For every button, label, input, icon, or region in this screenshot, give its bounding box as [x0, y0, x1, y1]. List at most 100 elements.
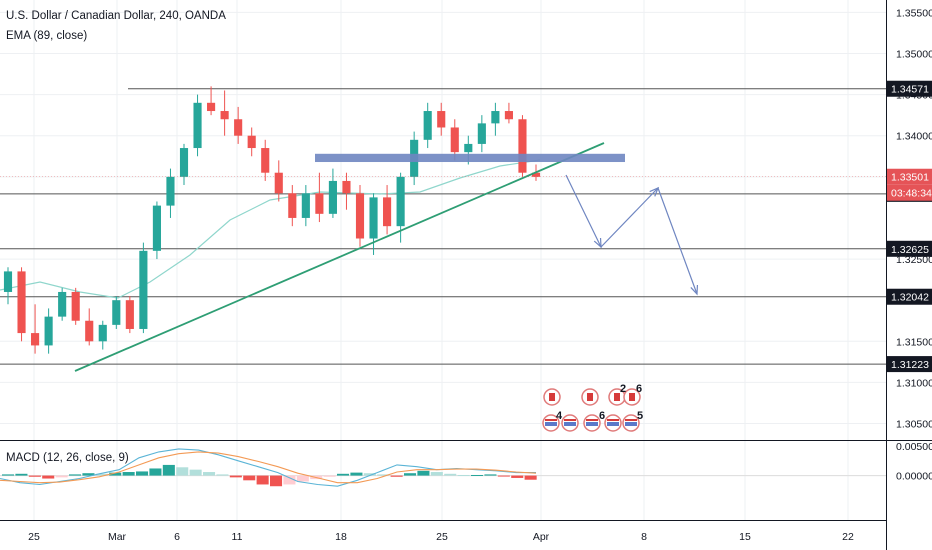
level-price-tag-text: 1.32625: [891, 244, 929, 256]
macd-histogram-bar: [256, 475, 269, 485]
candle: [504, 102, 513, 124]
time-tick-label: 25: [28, 531, 40, 543]
candle-body: [112, 300, 121, 325]
arrow-head-down: [593, 237, 602, 249]
event-badge-count: 2: [620, 383, 626, 395]
macd-histogram-bar: [176, 467, 189, 476]
macd-histogram-bar: [109, 472, 122, 476]
candle: [207, 86, 216, 116]
candle-body: [234, 119, 243, 136]
macd-histogram-bar: [203, 472, 216, 476]
candle: [423, 102, 432, 149]
macd-histogram-bar: [270, 475, 283, 487]
candle: [58, 287, 67, 321]
level-price-tag: 1.32625: [887, 240, 932, 257]
candle-body: [125, 300, 134, 329]
us-flag-icon: [583, 414, 601, 432]
macd-histogram-bar: [216, 474, 229, 476]
candle-body: [166, 176, 175, 206]
price-tick-label: 1.32500: [896, 254, 932, 266]
symbol-title[interactable]: U.S. Dollar / Canadian Dollar, 240, OAND…: [6, 10, 226, 22]
macd-histogram-bar: [296, 475, 309, 482]
event-badge-count: 6: [599, 410, 605, 422]
candle: [369, 193, 378, 255]
macd-histogram-bar: [136, 471, 149, 476]
candle-body: [179, 148, 189, 177]
candle: [152, 201, 161, 260]
time-tick-label: 6: [174, 531, 180, 543]
macd-histogram-bar: [417, 470, 430, 476]
macd-histogram-bar: [2, 474, 15, 476]
candle-body: [44, 316, 53, 346]
candle: [44, 308, 53, 354]
candle-body: [315, 193, 324, 214]
candle-body: [85, 320, 94, 342]
candle: [450, 119, 459, 161]
candle: [491, 102, 500, 136]
candle: [112, 296, 121, 329]
candle: [247, 127, 256, 157]
signal-line: [0, 451, 537, 484]
candle: [437, 102, 446, 136]
price-tick-label: 1.31500: [896, 336, 932, 348]
macd-histogram-bar: [189, 469, 202, 476]
current-price-tag-text: 1.33501: [891, 172, 929, 184]
event-badge-count: 5: [637, 410, 643, 422]
price-tick-label: 1.34000: [896, 131, 932, 143]
candle-body: [342, 180, 351, 194]
candle-body: [98, 324, 107, 342]
candle: [355, 185, 365, 247]
candle: [383, 185, 392, 235]
macd-histogram-bar: [122, 472, 135, 476]
candle-body: [139, 250, 148, 329]
candle: [3, 267, 13, 305]
macd-histogram-bar: [149, 468, 162, 476]
macd-histogram-bar: [323, 475, 336, 477]
macd-histogram-bar: [337, 473, 350, 476]
price-tick-label: 1.30500: [896, 419, 932, 431]
ema-label[interactable]: EMA (89, close): [6, 30, 88, 42]
level-price-tag-text: 1.31223: [891, 359, 929, 371]
macd-histogram-bar: [82, 473, 95, 476]
canada-flag-icon: [623, 388, 641, 406]
macd-label[interactable]: MACD (12, 26, close, 9): [6, 452, 129, 464]
candle-body: [220, 111, 229, 120]
macd-histogram-bar: [484, 474, 497, 476]
candle-body: [17, 271, 26, 334]
canada-flag-icon: [581, 388, 599, 406]
candle: [477, 115, 486, 153]
macd-histogram-bar: [457, 474, 470, 476]
candle: [193, 94, 202, 157]
macd-histogram-bar: [15, 473, 28, 476]
candle-body: [383, 197, 392, 227]
macd-tick-label: 0.00500: [896, 441, 932, 453]
macd-histogram-bar: [444, 473, 457, 476]
candle: [98, 320, 107, 350]
candle-body: [328, 180, 337, 214]
candle: [234, 106, 243, 144]
candle: [179, 143, 189, 186]
macd-histogram-bar: [350, 472, 363, 476]
macd-histogram-bar: [511, 475, 524, 478]
level-price-tag-text: 1.34571: [891, 84, 929, 96]
us-flag-icon: [604, 414, 622, 432]
level-price-tag: 1.32042: [887, 288, 932, 305]
macd-histogram-bar: [363, 473, 376, 476]
candle-body: [531, 172, 541, 177]
macd-histogram-bar: [430, 472, 443, 476]
countdown-tag-text: 03:48:34: [891, 188, 932, 200]
us-flag-icon: [561, 414, 579, 432]
macd-histogram-bar: [55, 475, 68, 478]
candle: [125, 296, 134, 334]
time-tick-label: 22: [842, 531, 854, 543]
candle: [518, 115, 527, 177]
candle-body: [193, 102, 202, 149]
candle-body: [423, 111, 432, 140]
macd-histogram-bar: [390, 475, 403, 477]
macd-histogram-bar: [69, 474, 82, 476]
trendline: [74, 142, 605, 372]
candle-body: [504, 111, 513, 120]
candle-body: [71, 291, 80, 321]
us-flag-icon: [542, 414, 560, 432]
